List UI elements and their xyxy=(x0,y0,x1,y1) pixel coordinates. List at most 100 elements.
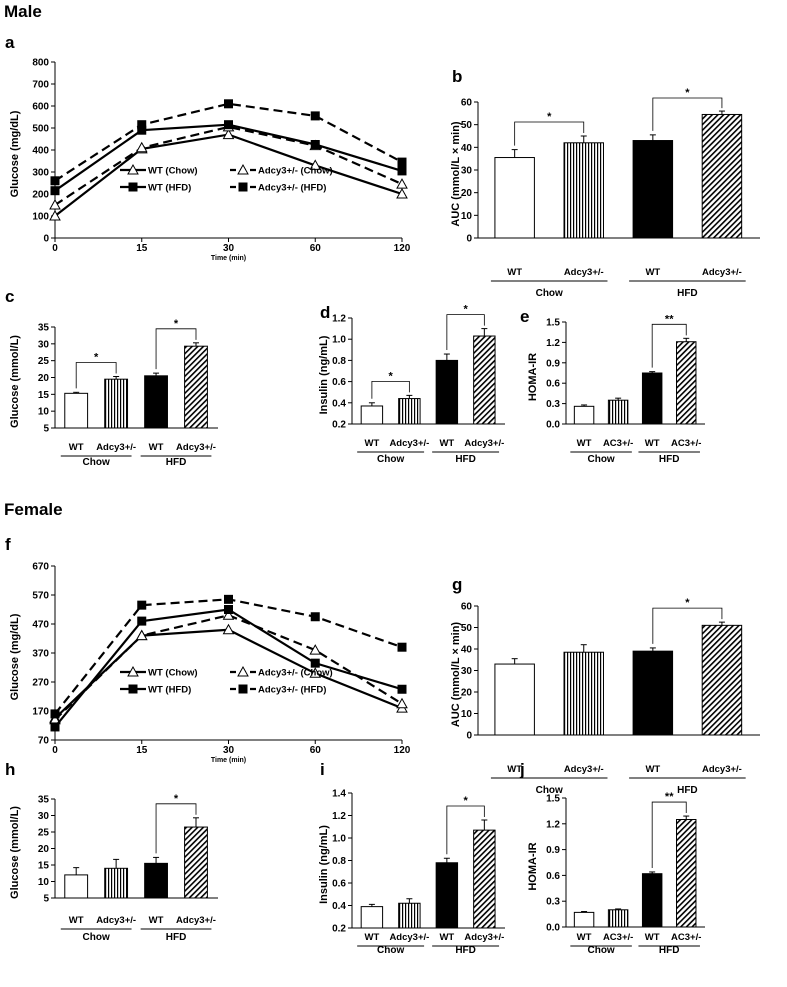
y-tick-label: 1.0 xyxy=(332,335,346,346)
y-tick-label: 0.8 xyxy=(332,356,346,367)
y-tick-label: 60 xyxy=(461,602,473,613)
bar xyxy=(473,335,496,425)
significance-bracket xyxy=(446,805,485,855)
y-tick-label: 25 xyxy=(38,828,50,839)
bar xyxy=(494,663,535,736)
data-point xyxy=(50,176,60,186)
significance-bracket xyxy=(446,314,485,351)
y-tick-label: 0.6 xyxy=(332,377,346,388)
significance-bracket xyxy=(651,801,687,868)
x-tick-label: WT xyxy=(69,915,84,926)
series-line xyxy=(54,125,403,206)
bar xyxy=(144,862,168,899)
y-tick-label: 200 xyxy=(32,190,49,201)
significance-label: * xyxy=(174,793,179,805)
bar xyxy=(676,341,697,425)
bar xyxy=(632,140,674,239)
group-label: Chow xyxy=(536,288,563,299)
data-point xyxy=(137,125,147,135)
data-point xyxy=(137,600,147,610)
data-point xyxy=(50,709,60,719)
y-tick-label: 0.4 xyxy=(332,398,346,409)
y-tick-label: 370 xyxy=(32,649,49,660)
y-tick-label: 0.4 xyxy=(332,901,346,912)
x-tick-label: WT xyxy=(507,764,522,775)
data-point xyxy=(310,612,320,622)
significance-bracket xyxy=(155,803,197,854)
x-tick-label: Adcy3+/- xyxy=(702,267,742,278)
significance-bracket xyxy=(652,97,723,131)
x-tick-label: WT xyxy=(364,932,379,943)
bar xyxy=(398,902,421,929)
group-label: HFD xyxy=(166,457,187,468)
x-tick-label: 60 xyxy=(310,745,322,756)
data-point xyxy=(224,605,233,614)
x-tick-label: Adcy3+/- xyxy=(389,438,429,449)
group-label: HFD xyxy=(677,785,698,796)
bar xyxy=(64,874,89,899)
y-axis-label: Glucose (mg/dL) xyxy=(9,613,21,700)
group-label: Chow xyxy=(587,945,614,956)
data-point xyxy=(310,140,320,149)
data-point xyxy=(49,198,61,210)
data-point xyxy=(397,157,407,167)
x-tick-label: WT xyxy=(645,764,660,775)
y-tick-label: 0.2 xyxy=(332,924,346,935)
bar xyxy=(398,398,421,425)
bar xyxy=(607,399,629,425)
y-tick-label: 30 xyxy=(38,811,50,822)
significance-label: * xyxy=(463,795,468,807)
y-tick-label: 170 xyxy=(32,707,49,718)
y-tick-label: 300 xyxy=(32,168,49,179)
y-tick-label: 0 xyxy=(43,234,49,245)
data-point xyxy=(50,186,60,196)
significance-label: * xyxy=(94,351,99,363)
group-label: HFD xyxy=(166,932,187,943)
group-label: Chow xyxy=(536,785,563,796)
significance-bracket xyxy=(514,121,585,146)
bar xyxy=(641,372,663,425)
y-tick-label: 0.8 xyxy=(332,856,346,867)
data-point xyxy=(135,629,148,641)
x-tick-label: Adcy3+/- xyxy=(564,267,604,278)
y-tick-label: 0.6 xyxy=(546,871,560,882)
chart-b: b 0 10 20 30 40 50 60 AUC (mmol/L × min) WT Adcy3+… xyxy=(450,67,760,299)
y-tick-label: 30 xyxy=(461,166,473,177)
legend-marker xyxy=(127,665,139,677)
x-tick-label: 15 xyxy=(136,745,148,756)
legend-marker xyxy=(238,684,248,694)
y-tick-label: 1.2 xyxy=(546,819,560,830)
x-tick-label: AC3+/- xyxy=(603,932,633,943)
significance-label: * xyxy=(547,111,552,123)
significance-bracket xyxy=(371,380,410,399)
chart-e: e 0.0 0.3 0.6 0.9 1.2 1.5 HOMA-IR WT AC3+/- WT AC3+… xyxy=(520,307,705,465)
bar xyxy=(676,819,697,928)
y-tick-label: 0 xyxy=(466,234,472,245)
panel-label: a xyxy=(5,33,15,52)
y-tick-label: 10 xyxy=(38,877,50,888)
data-point xyxy=(135,141,148,153)
x-tick-label: 120 xyxy=(394,745,411,756)
y-tick-label: 0.2 xyxy=(332,420,346,431)
x-tick-label: AC3+/- xyxy=(671,932,701,943)
panel-label: c xyxy=(5,287,14,306)
chart-f: f 70 170 270 370 470 570 670 Glucose (mg/dL) 0 15 3… xyxy=(5,535,411,764)
data-point xyxy=(222,128,235,140)
significance-bracket xyxy=(652,607,723,644)
bar xyxy=(104,867,129,899)
x-tick-label: WT xyxy=(577,932,592,943)
data-point xyxy=(397,642,407,652)
x-tick-label: 0 xyxy=(52,243,58,254)
significance-label: * xyxy=(388,370,393,382)
data-point xyxy=(224,99,233,109)
bar xyxy=(573,405,595,425)
y-tick-label: 400 xyxy=(32,146,49,157)
y-tick-label: 20 xyxy=(461,188,473,199)
legend-marker xyxy=(128,684,138,694)
group-label: Chow xyxy=(83,457,110,468)
data-point xyxy=(222,609,235,620)
data-point xyxy=(309,159,322,170)
bar xyxy=(144,375,168,429)
